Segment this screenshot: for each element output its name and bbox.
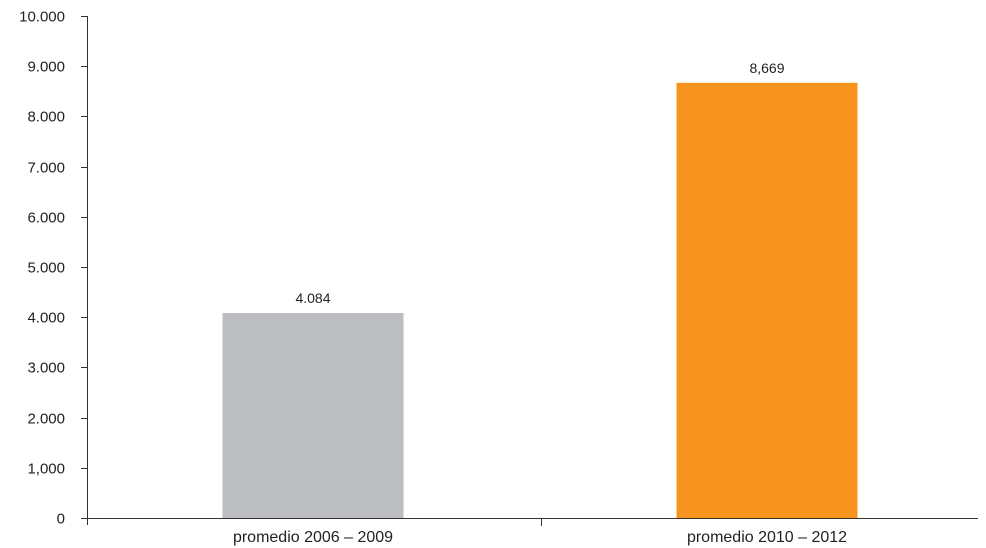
data-labels: 4.084 8,669 bbox=[295, 60, 784, 306]
y-tick-label: 4.000 bbox=[27, 310, 65, 327]
y-tick-label: 7.000 bbox=[27, 160, 65, 177]
y-tick-label: 9.000 bbox=[27, 59, 65, 76]
y-tick-label: 1,000 bbox=[27, 461, 65, 478]
bars bbox=[222, 82, 858, 519]
y-tick-label: 5.000 bbox=[27, 260, 65, 277]
y-tick-label: 3.000 bbox=[27, 360, 65, 377]
bar-value-label: 4.084 bbox=[295, 290, 330, 306]
y-tick-label: 0 bbox=[57, 511, 65, 528]
y-tick-label: 10.000 bbox=[19, 9, 65, 26]
x-axis-ticks: promedio 2006 – 2009 promedio 2010 – 2012 bbox=[233, 518, 847, 546]
bar bbox=[222, 312, 404, 518]
y-axis-ticks: 0 1,000 2.000 3.000 4.000 5.000 6.000 7.000 8.00… bbox=[19, 9, 87, 528]
x-category-label: promedio 2010 – 2012 bbox=[687, 529, 847, 546]
x-category-label: promedio 2006 – 2009 bbox=[233, 529, 393, 546]
y-tick-label: 8.000 bbox=[27, 109, 65, 126]
bar-value-label: 8,669 bbox=[749, 60, 784, 76]
y-tick-label: 2.000 bbox=[27, 411, 65, 428]
y-tick-label: 6.000 bbox=[27, 210, 65, 227]
bar bbox=[676, 82, 858, 519]
